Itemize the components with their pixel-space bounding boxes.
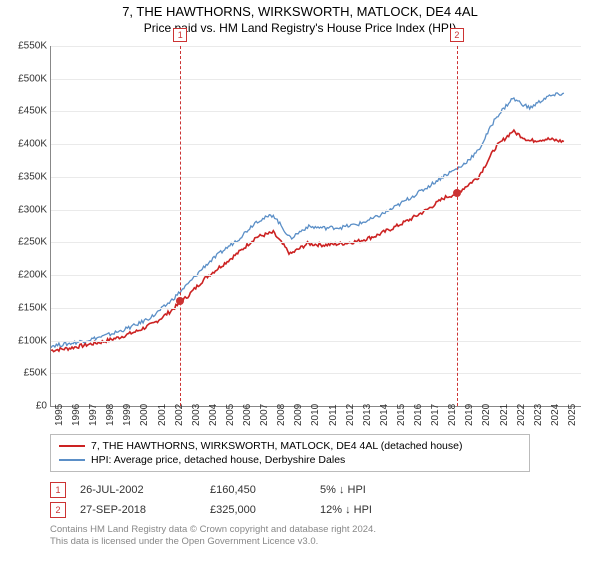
x-axis-label: 2018 [447, 404, 458, 426]
x-axis-label: 2006 [242, 404, 253, 426]
footer-line: Contains HM Land Registry data © Crown c… [50, 524, 376, 536]
x-axis-label: 1995 [54, 404, 65, 426]
x-axis-label: 2022 [516, 404, 527, 426]
x-axis-label: 2021 [499, 404, 510, 426]
x-axis-label: 2016 [413, 404, 424, 426]
x-axis-label: 2000 [139, 404, 150, 426]
x-axis-label: 2008 [276, 404, 287, 426]
x-axis-label: 2001 [157, 404, 168, 426]
x-axis-label: 1997 [88, 404, 99, 426]
y-axis-label: £200K [7, 270, 47, 281]
event-marker-line [457, 46, 458, 406]
y-axis-label: £150K [7, 302, 47, 313]
sale-dot-icon [453, 189, 461, 197]
chart-legend: 7, THE HAWTHORNS, WIRKSWORTH, MATLOCK, D… [50, 434, 530, 472]
x-axis-label: 1998 [105, 404, 116, 426]
sale-marker-icon: 1 [50, 482, 66, 498]
event-marker-label: 1 [173, 28, 187, 42]
x-axis-label: 2019 [464, 404, 475, 426]
y-axis-label: £350K [7, 171, 47, 182]
y-axis-label: £550K [7, 41, 47, 52]
x-axis-label: 2017 [430, 404, 441, 426]
event-marker-label: 2 [450, 28, 464, 42]
y-axis-label: £100K [7, 335, 47, 346]
chart-lines [51, 46, 581, 406]
sales-table: 1 26-JUL-2002 £160,450 5% ↓ HPI 2 27-SEP… [50, 480, 420, 520]
chart-subtitle: Price paid vs. HM Land Registry's House … [0, 21, 600, 35]
sale-price: £160,450 [210, 484, 320, 496]
sales-row: 1 26-JUL-2002 £160,450 5% ↓ HPI [50, 480, 420, 500]
x-axis-label: 2014 [379, 404, 390, 426]
series-line-property [51, 130, 564, 352]
sale-marker-icon: 2 [50, 502, 66, 518]
footer-attribution: Contains HM Land Registry data © Crown c… [50, 524, 376, 548]
y-axis-label: £500K [7, 73, 47, 84]
x-axis-label: 2025 [567, 404, 578, 426]
chart-title: 7, THE HAWTHORNS, WIRKSWORTH, MATLOCK, D… [0, 4, 600, 19]
legend-label-property: 7, THE HAWTHORNS, WIRKSWORTH, MATLOCK, D… [91, 440, 462, 452]
legend-swatch-property [59, 445, 85, 447]
chart-plot-area: £0£50K£100K£150K£200K£250K£300K£350K£400… [50, 46, 581, 407]
legend-row-hpi: HPI: Average price, detached house, Derb… [59, 453, 521, 467]
sale-date: 26-JUL-2002 [80, 484, 210, 496]
chart-container: 7, THE HAWTHORNS, WIRKSWORTH, MATLOCK, D… [0, 4, 600, 564]
x-axis-label: 2010 [310, 404, 321, 426]
x-axis-label: 1999 [122, 404, 133, 426]
legend-label-hpi: HPI: Average price, detached house, Derb… [91, 454, 345, 466]
x-axis-label: 2020 [481, 404, 492, 426]
x-axis-label: 2012 [345, 404, 356, 426]
x-axis-label: 2011 [328, 404, 339, 426]
sale-delta: 12% ↓ HPI [320, 504, 420, 516]
x-axis-label: 2009 [293, 404, 304, 426]
x-axis-label: 2023 [533, 404, 544, 426]
x-axis-label: 1996 [71, 404, 82, 426]
legend-swatch-hpi [59, 459, 85, 461]
y-axis-label: £0 [7, 401, 47, 412]
y-axis-label: £400K [7, 139, 47, 150]
y-axis-label: £250K [7, 237, 47, 248]
x-axis-label: 2004 [208, 404, 219, 426]
x-axis-label: 2015 [396, 404, 407, 426]
x-axis-label: 2024 [550, 404, 561, 426]
y-axis-label: £450K [7, 106, 47, 117]
y-axis-label: £50K [7, 368, 47, 379]
x-axis-label: 2002 [174, 404, 185, 426]
sale-dot-icon [176, 297, 184, 305]
sale-price: £325,000 [210, 504, 320, 516]
x-axis-label: 2003 [191, 404, 202, 426]
footer-line: This data is licensed under the Open Gov… [50, 536, 376, 548]
series-line-hpi [51, 93, 564, 348]
event-marker-line [180, 46, 181, 406]
legend-row-property: 7, THE HAWTHORNS, WIRKSWORTH, MATLOCK, D… [59, 439, 521, 453]
sales-row: 2 27-SEP-2018 £325,000 12% ↓ HPI [50, 500, 420, 520]
sale-delta: 5% ↓ HPI [320, 484, 420, 496]
sale-date: 27-SEP-2018 [80, 504, 210, 516]
x-axis-label: 2005 [225, 404, 236, 426]
x-axis-label: 2007 [259, 404, 270, 426]
x-axis-label: 2013 [362, 404, 373, 426]
y-axis-label: £300K [7, 204, 47, 215]
